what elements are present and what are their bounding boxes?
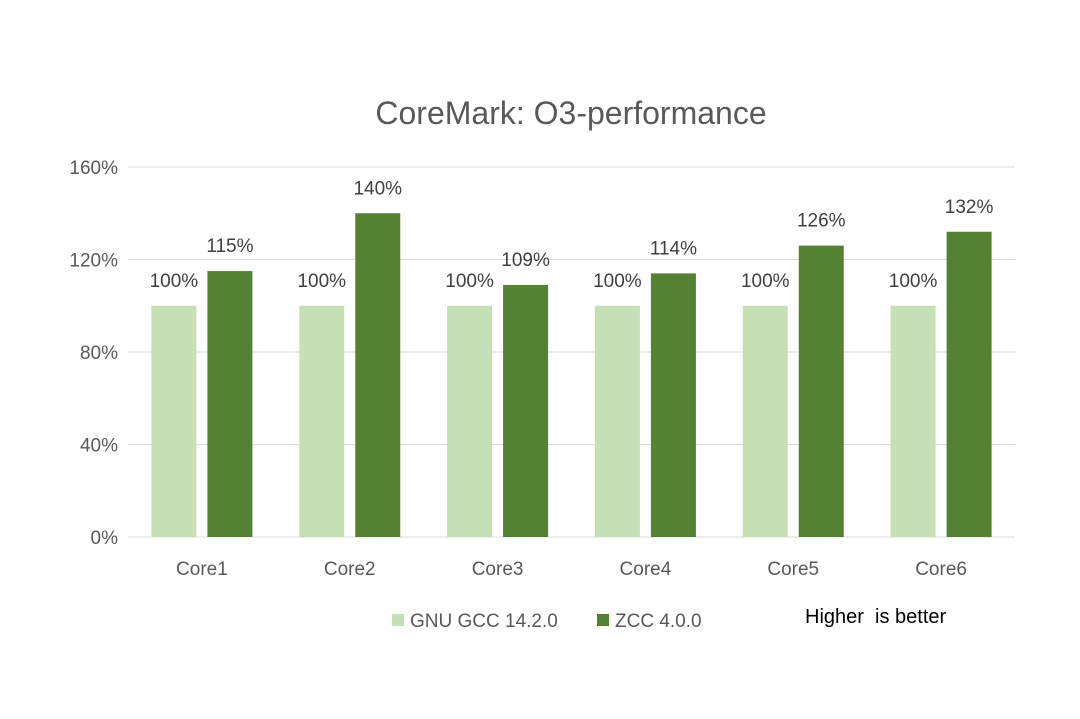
- bar-core3-series2: [503, 284, 549, 537]
- data-label-core5-series1: 100%: [741, 271, 790, 292]
- data-label-core2-series2: 140%: [353, 178, 402, 199]
- x-tick-label-core4: Core4: [620, 559, 672, 580]
- x-tick-label-core1: Core1: [176, 559, 228, 580]
- bars: [151, 213, 992, 537]
- legend-swatch-series2: [597, 614, 609, 626]
- y-tick-label: 160%: [69, 158, 118, 179]
- legend-label-series1: GNU GCC 14.2.0: [410, 611, 558, 632]
- data-label-core3-series2: 109%: [501, 250, 550, 271]
- data-label-core6-series2: 132%: [945, 197, 994, 218]
- y-tick-label: 40%: [80, 436, 118, 457]
- chart-title: CoreMark: O3-performance: [375, 95, 766, 131]
- data-label-core3-series1: 100%: [445, 271, 494, 292]
- legend-swatch-series1: [392, 614, 404, 626]
- y-tick-label: 80%: [80, 343, 118, 364]
- bar-core6-series2: [946, 231, 992, 537]
- legend: GNU GCC 14.2.0 ZCC 4.0.0: [392, 611, 702, 632]
- bar-core6-series1: [890, 305, 936, 537]
- x-axis-tick-labels: Core1 Core2 Core3 Core4 Core5 Core6: [176, 559, 967, 580]
- data-label-core6-series1: 100%: [889, 271, 938, 292]
- data-label-core1-series2: 115%: [206, 236, 253, 257]
- bar-core4-series2: [650, 273, 696, 537]
- data-label-core4-series2: 114%: [650, 238, 697, 259]
- data-label-core4-series1: 100%: [593, 271, 642, 292]
- data-label-core5-series2: 126%: [797, 211, 846, 232]
- data-labels: 100% 115% 100% 140% 100% 109% 100% 114% 100% 126%…: [150, 178, 994, 292]
- bar-core4-series1: [594, 305, 640, 537]
- bar-core5-series2: [798, 245, 844, 537]
- x-tick-label-core6: Core6: [915, 559, 967, 580]
- bar-core3-series1: [447, 305, 493, 537]
- data-label-core1-series1: 100%: [150, 271, 199, 292]
- legend-label-series2: ZCC 4.0.0: [615, 611, 702, 632]
- higher-is-better-note: Higher is better: [805, 606, 947, 628]
- x-tick-label-core2: Core2: [324, 559, 376, 580]
- bar-core2-series1: [299, 305, 345, 537]
- data-label-core2-series1: 100%: [297, 271, 346, 292]
- bar-core1-series1: [151, 305, 197, 537]
- x-tick-label-core3: Core3: [472, 559, 524, 580]
- bar-core1-series2: [207, 271, 253, 537]
- bar-core5-series1: [742, 305, 788, 537]
- x-tick-label-core5: Core5: [767, 559, 819, 580]
- y-axis-tick-labels: 0% 40% 80% 120% 160%: [69, 158, 118, 549]
- bar-core2-series2: [355, 213, 401, 537]
- y-tick-label: 120%: [69, 251, 118, 272]
- gridlines: [128, 166, 1015, 538]
- y-tick-label: 0%: [91, 528, 119, 549]
